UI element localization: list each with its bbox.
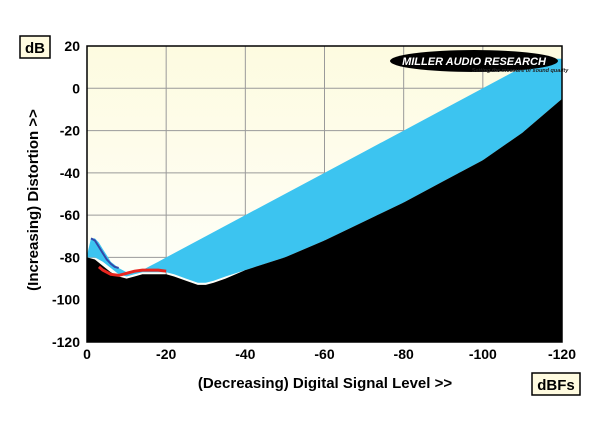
noise-floor-area <box>87 98 562 342</box>
x-unit-label: dBFs <box>537 377 575 394</box>
y-tick-labels: 20 0 -20 -40 -60 -80 -100 -120 <box>52 38 80 350</box>
logo-text: MILLER AUDIO RESEARCH <box>402 56 547 68</box>
y-unit-box: dB <box>19 35 51 59</box>
y-tick-label: -120 <box>52 334 80 350</box>
x-axis-title: (Decreasing) Digital Signal Level >> <box>198 375 452 392</box>
x-unit-box: dBFs <box>531 372 581 396</box>
distortion-band-area <box>87 58 562 283</box>
x-tick-label: 0 <box>83 346 91 362</box>
y-tick-label: -80 <box>60 249 80 265</box>
x-tick-labels: 0 -20 -40 -60 -80 -100 -120 <box>83 346 576 362</box>
red-trace-line <box>97 265 167 277</box>
x-tick-label: -20 <box>156 346 176 362</box>
logo-tagline: Setting the measure of sound quality <box>472 68 570 74</box>
x-tick-label: -80 <box>394 346 414 362</box>
y-unit-label: dB <box>25 40 45 57</box>
y-tick-label: 20 <box>64 38 80 54</box>
y-axis-title: (Increasing) Distortion >> <box>25 109 42 291</box>
x-tick-label: -100 <box>469 346 497 362</box>
x-tick-label: -60 <box>314 346 334 362</box>
blue-trace-line <box>90 237 119 269</box>
y-tick-label: -40 <box>60 165 80 181</box>
x-tick-label: -120 <box>548 346 576 362</box>
y-tick-label: 0 <box>72 80 80 96</box>
plot-frame <box>86 45 563 343</box>
miller-audio-research-logo: MILLER AUDIO RESEARCH Setting the measur… <box>390 50 569 74</box>
y-tick-label: -20 <box>60 123 80 139</box>
y-tick-label: -100 <box>52 292 80 308</box>
y-tick-label: -60 <box>60 207 80 223</box>
x-tick-label: -40 <box>235 346 255 362</box>
